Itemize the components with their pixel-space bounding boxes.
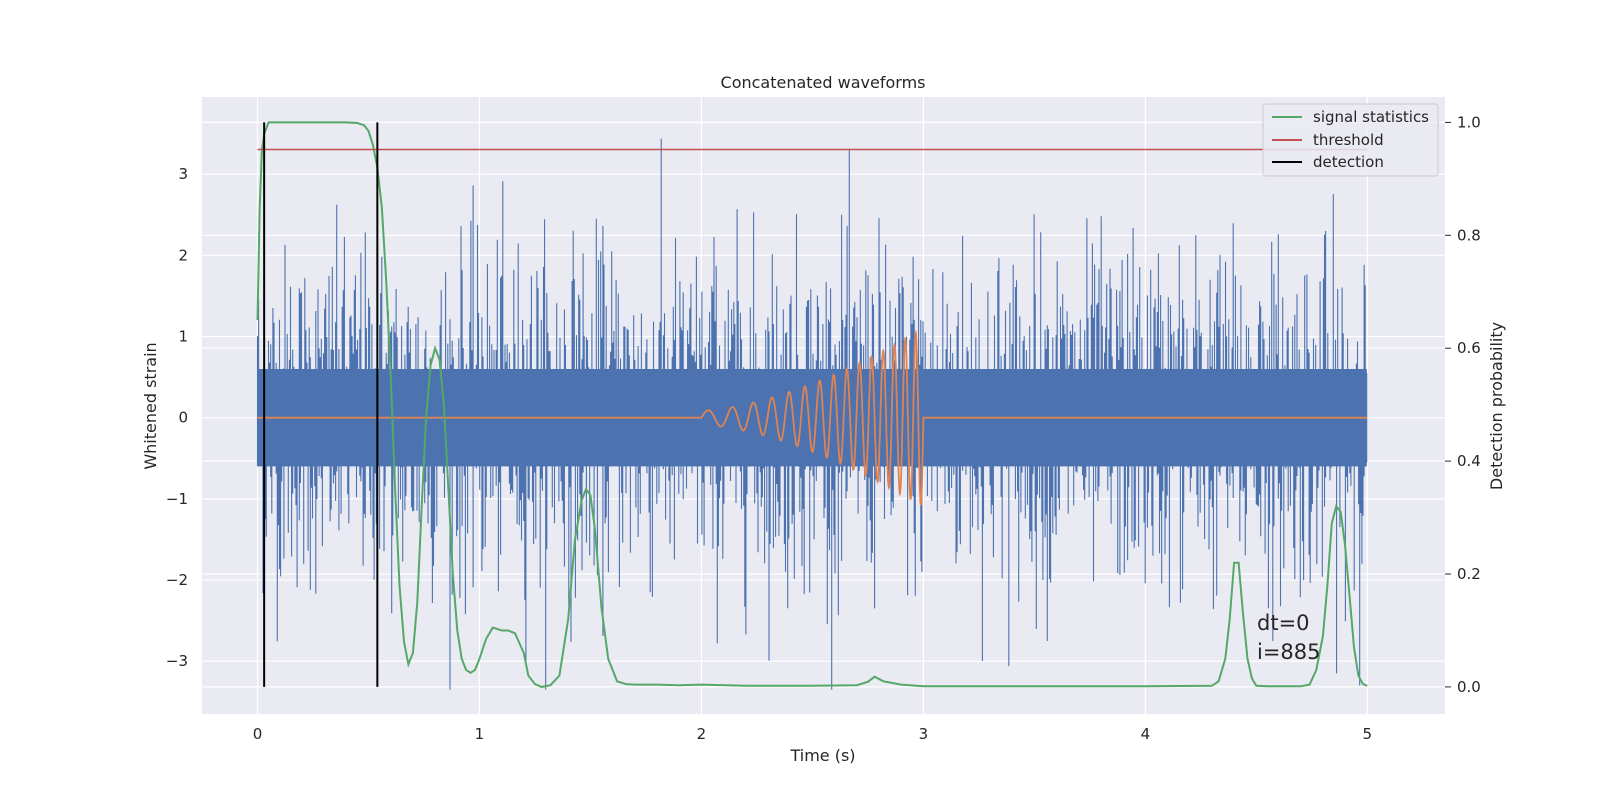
y2-tick-label: 1.0 (1457, 113, 1481, 131)
x-axis-title: Time (s) (789, 746, 855, 765)
tick-labels: 0 1 2 3 4 5 −3 −2 −1 0 1 2 3 0.0 0.2 0.4 0.6 0.8 1.0 (166, 113, 1481, 743)
y-tick-label: 2 (178, 246, 188, 264)
y2-tick-label: 0.6 (1457, 339, 1481, 357)
x-tick-label: 2 (697, 725, 707, 743)
y-tick-label: −2 (166, 571, 188, 589)
x-tick-label: 1 (475, 725, 485, 743)
y-tick-label: −1 (166, 490, 188, 508)
y-axis-title: Whitened strain (141, 342, 160, 469)
x-tick-label: 3 (919, 725, 929, 743)
y2-tick-label: 0.2 (1457, 565, 1481, 583)
legend-box (1262, 103, 1439, 177)
y-tick-label: 1 (178, 327, 188, 345)
annotation-i: i=885 (1257, 640, 1321, 664)
y-tick-label: 0 (178, 409, 188, 427)
y-tick-label: 3 (178, 165, 188, 183)
signal-statistics-line (256, 121, 1368, 688)
chart-title: Concatenated waveforms (721, 73, 926, 92)
x-tick-label: 5 (1363, 725, 1373, 743)
y2-tick-label: 0.8 (1457, 226, 1481, 244)
injection-waveform-line (257, 329, 1368, 506)
legend-label-signal: signal statistics (1313, 108, 1429, 126)
x-tick-label: 4 (1141, 725, 1151, 743)
legend: signal statistics threshold detection (1262, 103, 1439, 177)
y-tick-label: −3 (166, 652, 188, 670)
annotation-dt: dt=0 (1257, 611, 1310, 635)
y2-tick-label: 0.4 (1457, 452, 1481, 470)
legend-label-detection: detection (1313, 153, 1384, 171)
y2-tick-label: 0.0 (1457, 678, 1481, 696)
overlay-layer (256, 121, 1368, 688)
y2-axis-title: Detection probability (1487, 322, 1506, 490)
x-tick-label: 0 (253, 725, 263, 743)
legend-label-threshold: threshold (1313, 131, 1384, 149)
